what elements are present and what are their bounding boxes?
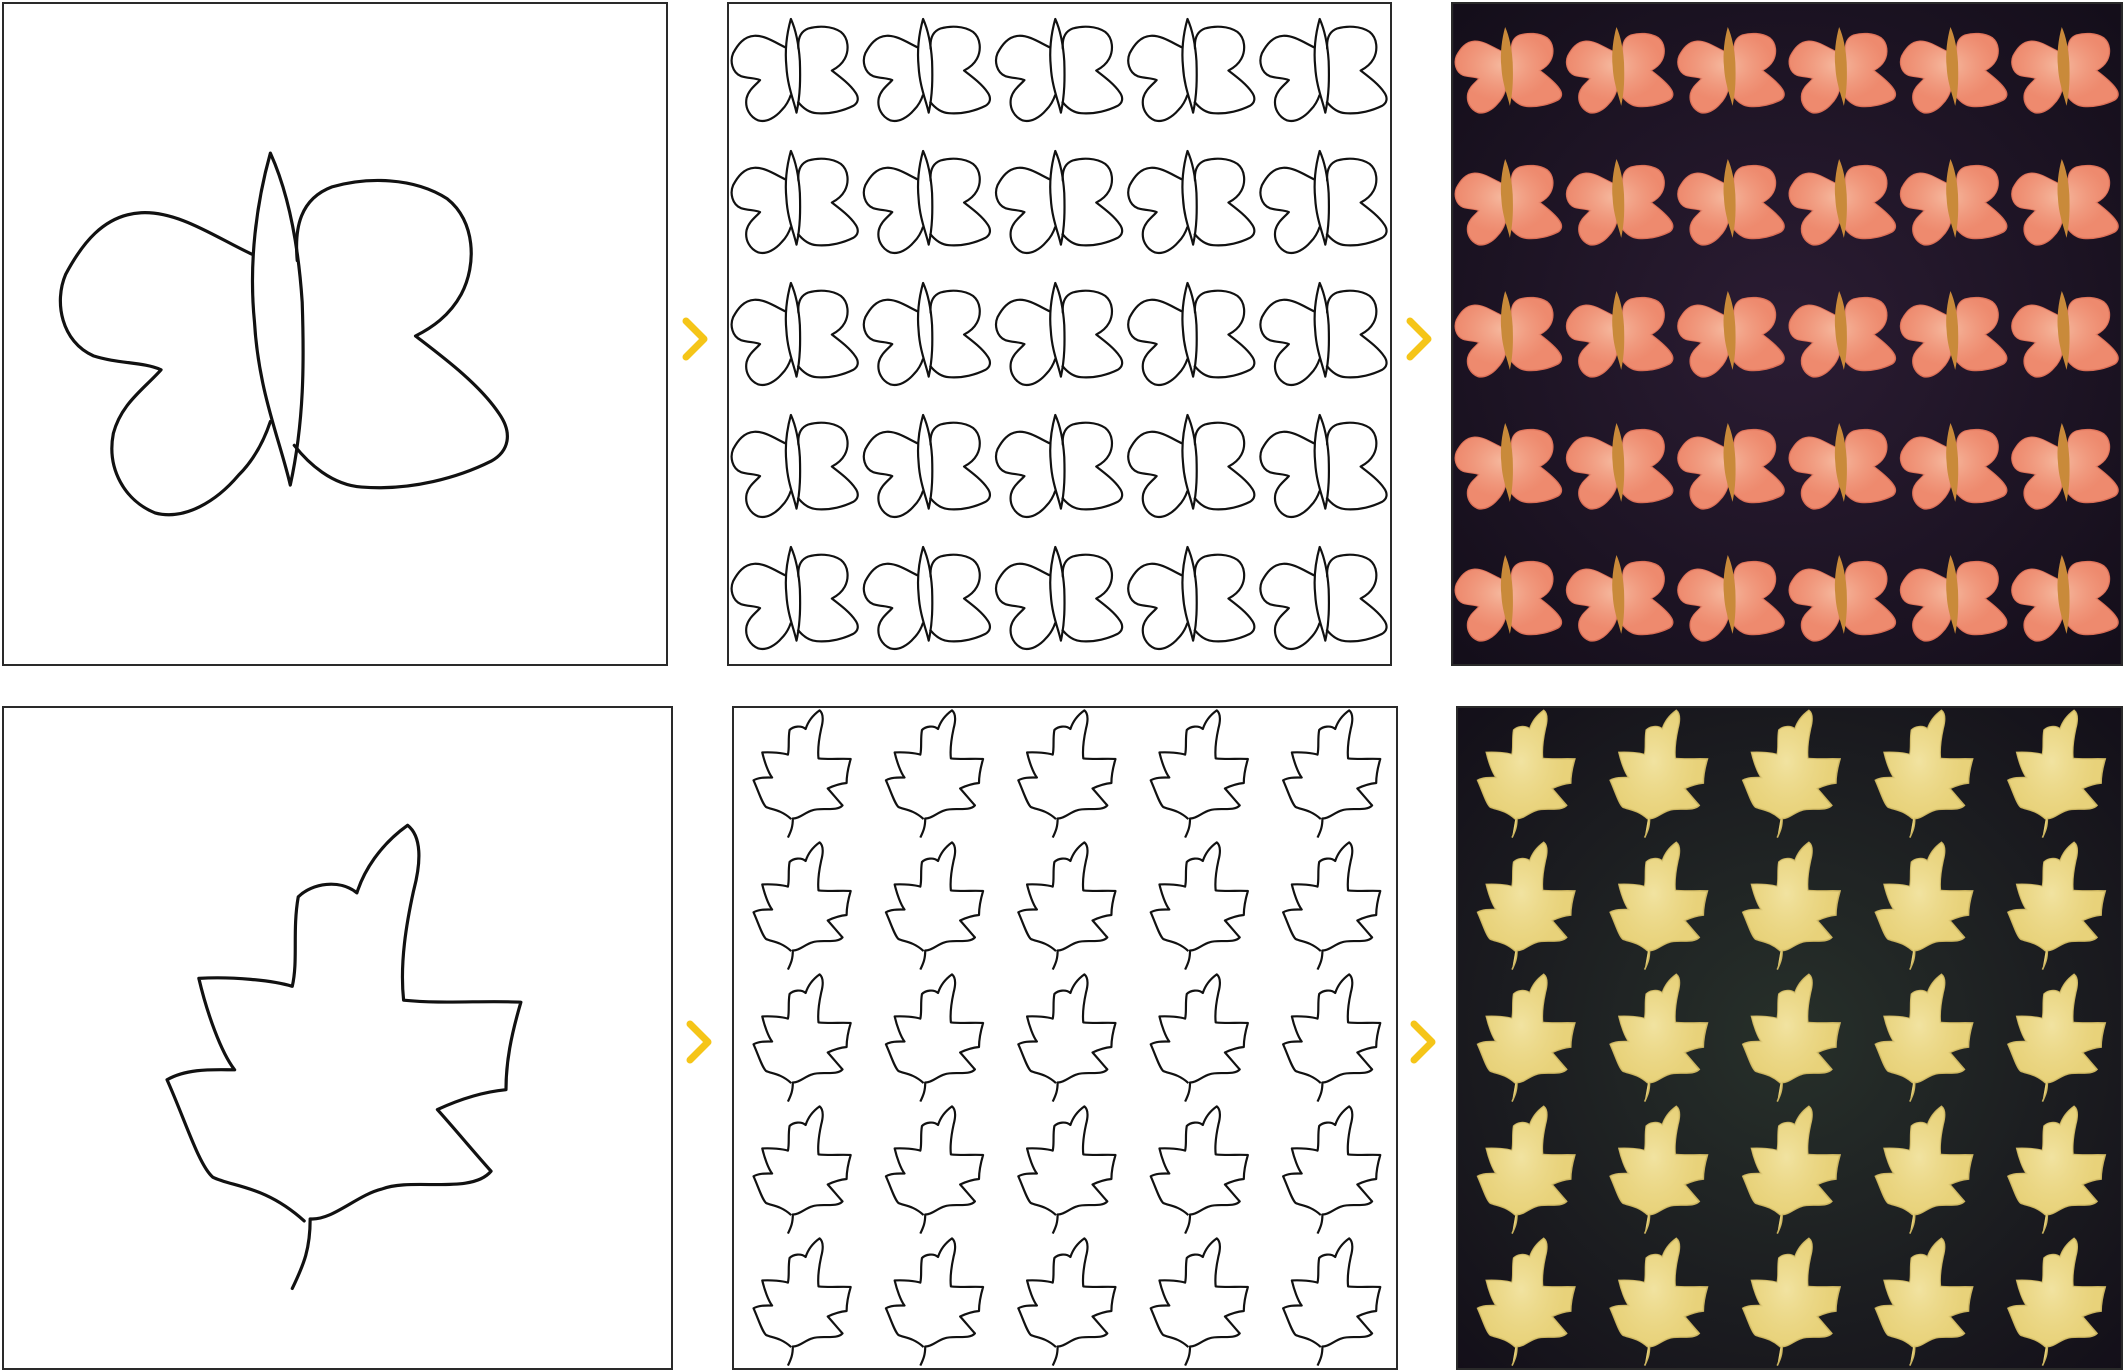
leaf-sketch — [165, 823, 523, 1291]
chevron-right-icon — [682, 1012, 722, 1072]
butterfly-tiled-sketch-panel — [727, 2, 1392, 666]
chevron-right-icon — [1402, 309, 1442, 369]
leaf-tiled-sketch — [752, 709, 1382, 1367]
leaf-textured-pattern — [1458, 708, 2121, 1368]
butterfly-textured-pattern-panel — [1451, 2, 2123, 666]
leaf-sketch-panel — [2, 706, 673, 1370]
butterfly-tiled-sketch — [730, 17, 1388, 651]
chevron-right-icon — [678, 309, 718, 369]
butterfly-textured-pattern — [1453, 4, 2121, 664]
leaf-tiled-sketch-panel — [732, 706, 1398, 1370]
butterfly-sketch — [58, 151, 509, 517]
leaf-textured-pattern-panel — [1456, 706, 2123, 1370]
butterfly-sketch-panel — [2, 2, 668, 666]
chevron-right-icon — [1406, 1012, 1446, 1072]
